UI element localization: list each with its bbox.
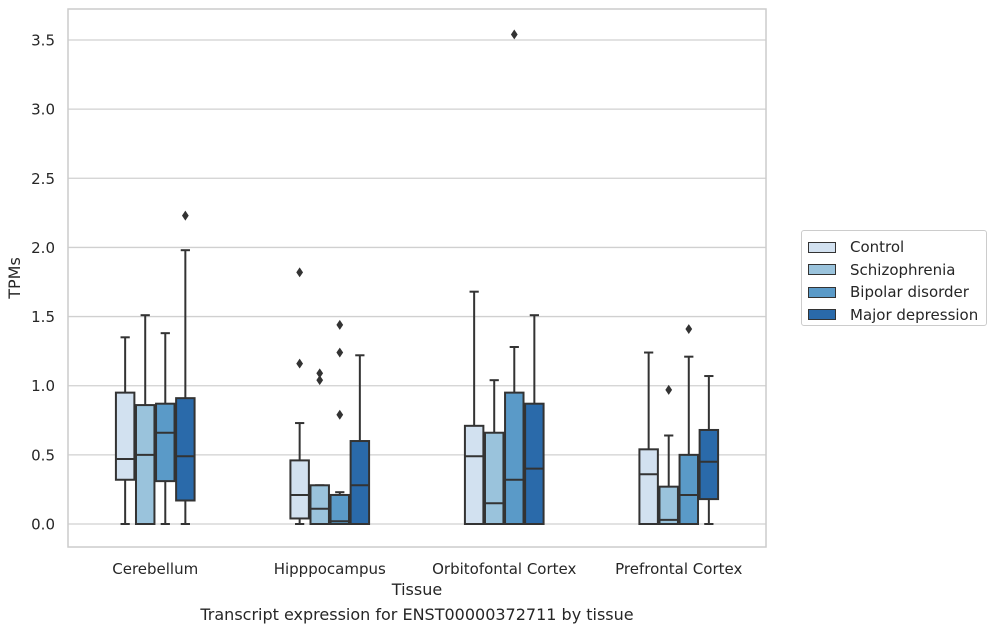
legend-swatch-major-depression: [808, 309, 836, 321]
outlier-point: [665, 384, 673, 395]
x-tick-label: Orbitofontal Cortex: [432, 560, 576, 578]
legend-label: Schizophrenia: [850, 260, 956, 279]
x-tick-label: Prefrontal Cortex: [615, 560, 742, 578]
box-group: [175, 210, 196, 525]
box: [309, 484, 330, 525]
outlier-point: [316, 368, 324, 379]
x-axis-label: Tissue: [391, 580, 442, 599]
box-group: [349, 354, 371, 525]
outlier-point: [296, 267, 304, 278]
box-group: [524, 314, 545, 526]
box-group: [309, 368, 330, 525]
chart-title: Transcript expression for ENST0000037271…: [200, 605, 634, 624]
box: [175, 397, 196, 502]
x-tick-label: Cerebellum: [112, 560, 198, 578]
outlier-point: [316, 375, 324, 386]
y-tick-label: 0.0: [31, 516, 55, 534]
y-tick-label: 1.0: [31, 377, 55, 395]
outlier-point: [510, 29, 518, 40]
box-group: [329, 319, 351, 525]
box-group: [658, 384, 679, 526]
box: [463, 424, 485, 525]
box-group: [134, 314, 156, 525]
box: [504, 391, 525, 525]
box-group: [289, 267, 310, 525]
legend-item-control: Control: [808, 236, 986, 259]
y-tick-label: 0.5: [31, 446, 55, 464]
box-group: [155, 332, 176, 525]
legend-item-major-depression: Major depression: [808, 304, 986, 327]
box: [289, 459, 310, 520]
y-tick-label: 2.5: [31, 170, 55, 188]
box: [658, 485, 679, 526]
x-tick-labels: Cerebellum Hipppocampus Orbitofontal Corte…: [112, 560, 742, 578]
box: [329, 493, 351, 525]
y-tick-label: 1.5: [31, 308, 55, 326]
y-axis-label: TPMs: [5, 257, 24, 300]
box: [114, 391, 136, 481]
box-group: [678, 324, 700, 526]
legend-label: Major depression: [850, 305, 979, 324]
plot-area-frame: [67, 8, 767, 548]
box: [155, 402, 176, 483]
outlier-point: [685, 324, 693, 334]
y-tick-label: 3.0: [31, 101, 55, 119]
box: [134, 404, 156, 525]
box: [524, 402, 545, 526]
legend-swatch-schizophrenia: [808, 264, 836, 276]
box-group: [463, 290, 485, 525]
x-tick-label: Hipppocampus: [274, 560, 386, 578]
box-group: [698, 375, 720, 525]
box: [483, 431, 505, 525]
legend-item-bipolar: Bipolar disorder: [808, 281, 986, 304]
box-group: [114, 336, 136, 525]
box: [638, 448, 659, 525]
legend-item-schizophrenia: Schizophrenia: [808, 259, 986, 282]
box-series: [114, 29, 720, 526]
box: [678, 453, 700, 526]
box-group: [638, 351, 659, 525]
outlier-point: [336, 409, 344, 420]
y-tick-label: 3.5: [31, 32, 55, 50]
outlier-point: [336, 319, 344, 330]
legend-swatch-bipolar: [808, 286, 836, 298]
legend-swatch-control: [808, 241, 836, 253]
outlier-point: [296, 358, 304, 369]
outlier-point: [336, 347, 344, 358]
y-tick-labels: 0.0 0.5 1.0 1.5 2.0 2.5 3.0 3.5: [31, 32, 55, 534]
legend: Control Schizophrenia Bipolar disorder M…: [801, 230, 987, 326]
box: [349, 440, 371, 525]
outlier-point: [181, 210, 189, 221]
box-group: [483, 379, 505, 525]
box: [698, 428, 720, 501]
y-tick-label: 2.0: [31, 239, 55, 257]
legend-label: Bipolar disorder: [850, 283, 969, 302]
box-group: [504, 29, 525, 525]
legend-label: Control: [850, 238, 905, 257]
